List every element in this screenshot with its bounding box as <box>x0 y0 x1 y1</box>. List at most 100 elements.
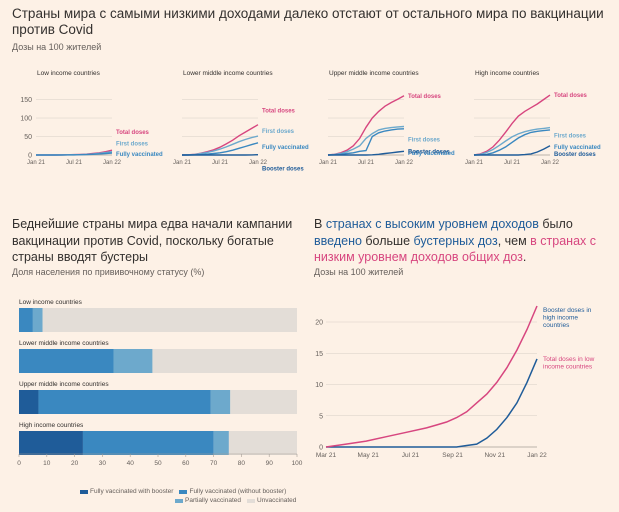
legend-label-booster: Fully vaccinated with booster <box>90 488 174 495</box>
legend-swatch-booster <box>80 489 88 494</box>
x-tick-label: 20 <box>71 460 79 467</box>
bar-chart-title: Беднейшие страны мира едва начали кампан… <box>12 217 293 264</box>
x-tick-label: Jan 21 <box>319 160 338 166</box>
series-label-fully-vaccinated: Fully vaccinated <box>408 151 455 157</box>
main-title: Страны мира с самыми низкими доходами да… <box>12 6 604 37</box>
stacked-bar-chart: Low income countries Lower middle income … <box>17 299 303 467</box>
series-line-booster-doses-in-high-income-countries <box>326 358 538 448</box>
series-label-booster-doses: Booster doses <box>408 149 450 155</box>
series-label-booster-doses: Booster doses <box>554 152 596 158</box>
x-tick-label: 60 <box>182 460 190 467</box>
bar-segment-unvaccinated <box>230 390 297 414</box>
y-tick-label: 10 <box>315 382 323 389</box>
bar-segment-fully-vaccinated-without-booster <box>19 308 33 332</box>
y-tick-label: 50 <box>24 134 32 141</box>
legend-label-partial: Partially vaccinated <box>185 497 241 504</box>
booster-vs-total-line-chart: 0 5 10 15 20 Mar 21 May 21 Jul 21 Sep 21 Nov 21 Ja… <box>315 305 595 459</box>
x-tick-label: 90 <box>266 460 274 467</box>
x-tick-label: 30 <box>99 460 107 467</box>
x-tick-label: 80 <box>238 460 246 467</box>
series-label-total-doses: Total doses <box>554 93 588 99</box>
series-label-booster-doses-in-high-income-countries: Booster doses in high income countries <box>543 307 592 329</box>
x-tick-label: Jan 22 <box>527 452 547 459</box>
series-label-first-doses: First doses <box>554 134 587 140</box>
bar-legend: Fully vaccinated with booster Fully vacc… <box>78 488 308 504</box>
series-line-fully-vaccinated <box>36 152 113 156</box>
bar-segment-partially-vaccinated <box>210 390 231 414</box>
bar-segment-unvaccinated <box>228 431 297 455</box>
series-label-total-doses: Total doses <box>116 130 150 136</box>
title-text: , чем <box>497 233 531 248</box>
y-tick-label: 5 <box>319 413 323 420</box>
series-label-total-doses: Total doses <box>262 109 296 115</box>
y-tick-label: 15 <box>315 351 323 358</box>
series-line-booster-doses <box>328 150 405 156</box>
series-line-fully-vaccinated <box>327 128 405 156</box>
x-tick-label: 0 <box>17 460 21 467</box>
x-tick-label: 50 <box>154 460 162 467</box>
panel-title-low: Low income countries <box>37 70 100 77</box>
panel-title-high: High income countries <box>475 70 540 77</box>
title-text: было <box>538 217 573 231</box>
main-subtitle: Дозы на 100 жителей <box>12 42 102 52</box>
series-label-total-doses-in-low-income-countries: Total doses in low income countries <box>543 356 595 371</box>
legend-label-unvaccinated: Unvaccinated <box>257 497 297 504</box>
x-tick-label: 10 <box>43 460 51 467</box>
bar-segment-fully-vaccinated-with-booster <box>19 431 83 455</box>
series-line-total-doses-in-low-income-countries <box>325 305 538 448</box>
series-label-fully-vaccinated: Fully vaccinated <box>554 145 601 151</box>
y-tick-label: 150 <box>20 97 32 104</box>
bar-category-label: Low income countries <box>19 299 83 306</box>
bar-segment-fully-vaccinated-with-booster <box>19 390 39 414</box>
x-tick-label: Jul 21 <box>212 160 229 166</box>
series-line-booster-doses <box>474 145 551 156</box>
title-text: больше <box>361 233 414 248</box>
line-chart-subtitle: Дозы на 100 жителей <box>314 267 404 277</box>
title-highlight-blue: введено <box>314 233 362 248</box>
x-tick-label: Jan 21 <box>465 160 484 166</box>
bar-segment-fully-vaccinated-without-booster <box>38 390 211 414</box>
x-tick-label: Jan 22 <box>395 160 414 166</box>
bar-segment-fully-vaccinated-without-booster <box>82 431 214 455</box>
legend-label-fully: Fully vaccinated (without booster) <box>189 488 287 495</box>
title-highlight-blue: бустерных доз <box>413 233 498 248</box>
title-highlight-blue: странах с высоким уровнем доходов <box>325 217 539 231</box>
panel-title-upper-middle: Upper middle income countries <box>329 70 419 77</box>
bar-segment-partially-vaccinated <box>213 431 229 455</box>
x-tick-label: 70 <box>210 460 218 467</box>
title-text: . <box>522 250 527 264</box>
x-tick-label: Jan 22 <box>103 160 122 166</box>
series-line-first-doses <box>327 125 405 156</box>
series-line-total-doses <box>473 94 551 156</box>
panel-title-lower-middle: Lower middle income countries <box>183 70 273 77</box>
x-tick-label: Jul 21 <box>402 452 420 459</box>
y-tick-label: 100 <box>20 116 32 123</box>
line-chart-title: В странах с высоким уровнем доходов было… <box>314 216 604 266</box>
series-label-first-doses: First doses <box>116 142 149 148</box>
title-highlight-pink: в странах с низким уровнем доходов общих… <box>314 233 596 265</box>
series-line-first-doses <box>473 126 551 156</box>
title-text: В <box>314 217 326 231</box>
bar-category-label: High income countries <box>19 422 84 429</box>
legend-swatch-unvaccinated <box>247 498 255 503</box>
x-tick-label: Jul 21 <box>66 160 83 166</box>
x-tick-label: Jan 21 <box>173 160 192 166</box>
series-label-first-doses: First doses <box>408 138 441 144</box>
x-tick-label: 100 <box>292 460 303 467</box>
x-tick-label: Jan 22 <box>541 160 560 166</box>
bar-category-label: Lower middle income countries <box>19 340 109 347</box>
series-label-first-doses: First doses <box>262 129 295 135</box>
legend-swatch-fully <box>179 489 188 494</box>
x-tick-label: Jan 22 <box>249 160 268 166</box>
legend-swatch-partial <box>175 498 183 503</box>
x-tick-label: Jul 21 <box>358 160 375 166</box>
bar-segment-partially-vaccinated <box>32 308 43 332</box>
bar-segment-partially-vaccinated <box>113 349 153 373</box>
x-tick-label: May 21 <box>358 452 380 459</box>
series-label-fully-vaccinated: Fully vaccinated <box>116 152 163 158</box>
bar-category-label: Upper middle income countries <box>19 381 109 388</box>
bar-chart-subtitle: Доля населения по прививочному статусу (… <box>12 267 205 277</box>
bar-segment-unvaccinated <box>152 349 297 373</box>
y-tick-label: 0 <box>28 153 32 160</box>
x-tick-label: Nov 21 <box>484 452 505 459</box>
